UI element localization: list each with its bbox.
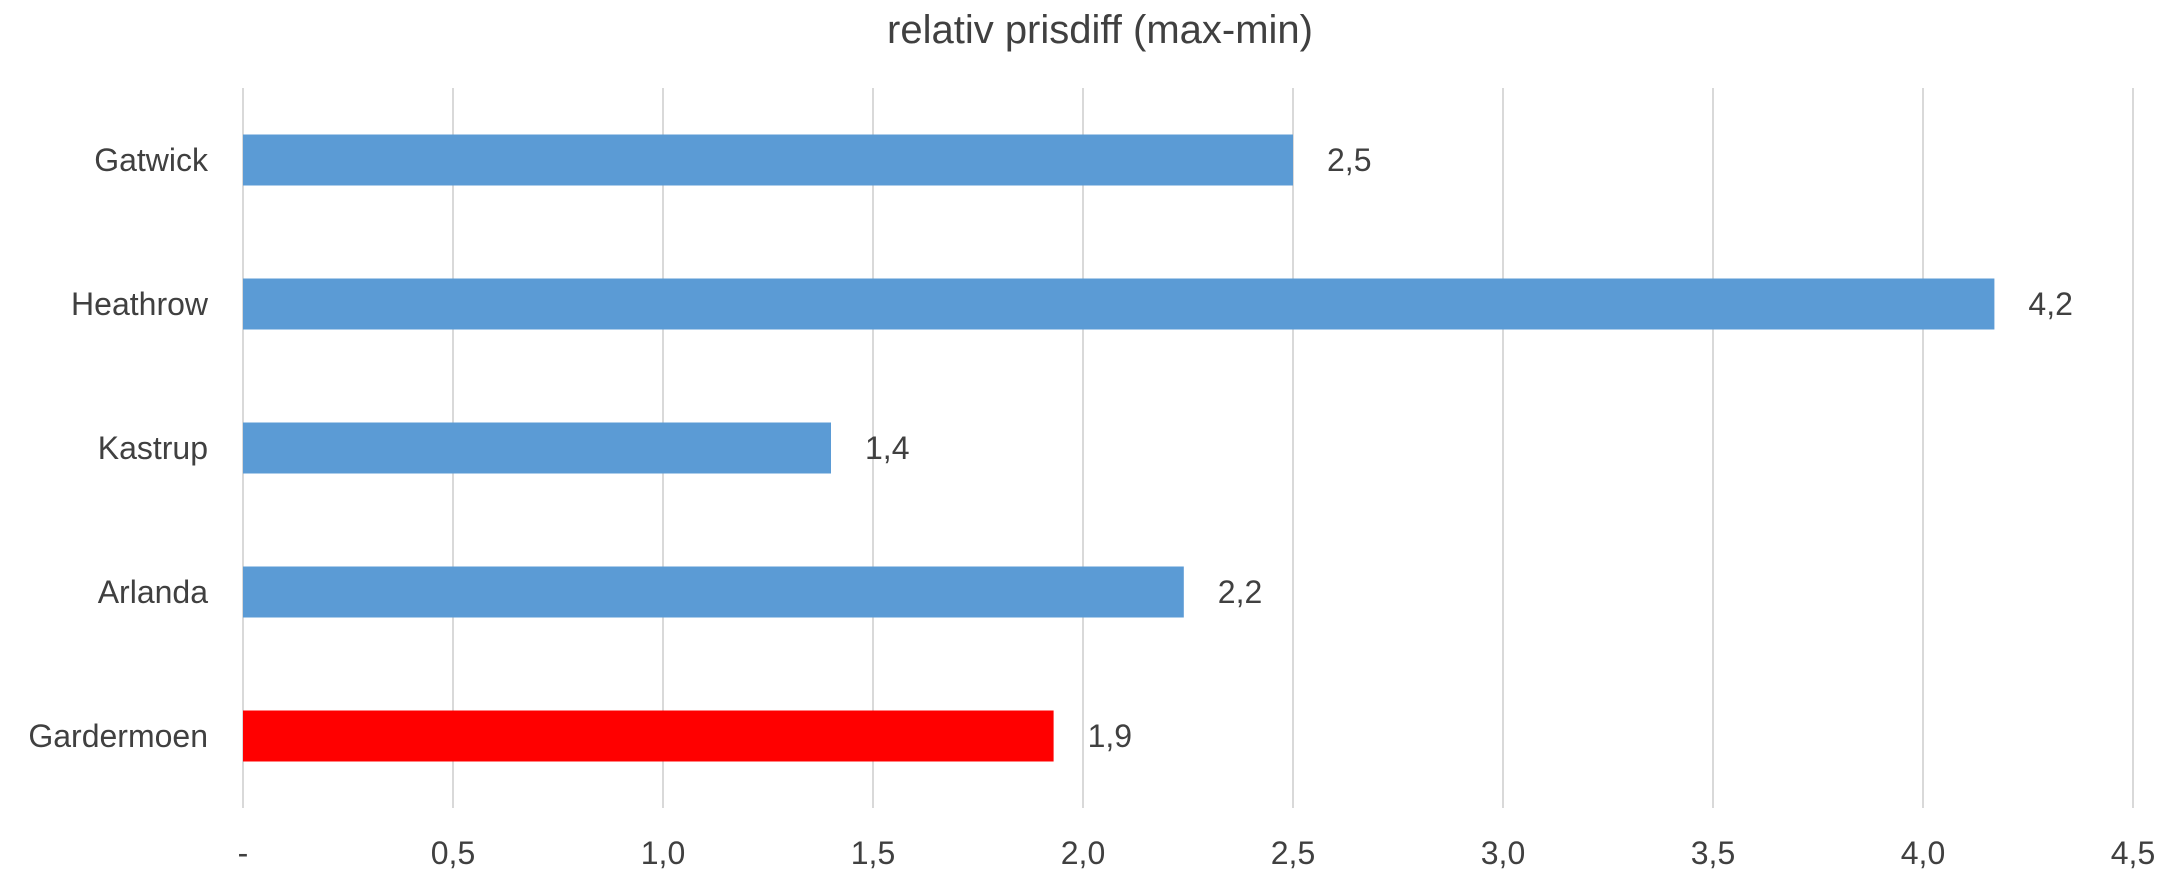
x-tick-label: - (238, 835, 249, 871)
chart-title: relativ prisdiff (max-min) (887, 8, 1313, 52)
x-tick-label: 3,5 (1691, 835, 1735, 871)
bar-arlanda (243, 566, 1184, 618)
data-label: 1,4 (865, 430, 909, 466)
category-labels: Gatwick Heathrow Kastrup Arlanda Gardermoen (28, 142, 209, 754)
data-label: 1,9 (1088, 718, 1132, 754)
x-tick-label: 2,5 (1271, 835, 1315, 871)
category-label: Arlanda (98, 574, 209, 610)
data-label: 2,5 (1327, 142, 1371, 178)
gridlines (242, 88, 2134, 808)
data-labels: 2,5 4,2 1,4 2,2 1,9 (865, 142, 2073, 754)
x-tick-label: 0,5 (431, 835, 475, 871)
data-label: 2,2 (1218, 574, 1262, 610)
x-axis-tick-labels: - 0,5 1,0 1,5 2,0 2,5 3,0 3,5 4,0 4,5 (238, 835, 2156, 871)
x-tick-label: 3,0 (1481, 835, 1525, 871)
bar-heathrow (243, 278, 1995, 330)
category-label: Kastrup (98, 430, 208, 466)
bar-kastrup (243, 422, 831, 474)
data-label: 4,2 (2028, 286, 2072, 322)
category-label: Heathrow (71, 286, 209, 322)
x-tick-label: 2,0 (1061, 835, 1105, 871)
x-tick-label: 4,0 (1901, 835, 1945, 871)
category-label: Gatwick (94, 142, 209, 178)
x-tick-label: 1,5 (851, 835, 895, 871)
category-label: Gardermoen (28, 718, 208, 754)
x-tick-label: 1,0 (641, 835, 685, 871)
bars (243, 134, 1995, 762)
bar-gatwick (243, 134, 1293, 186)
bar-gardermoen (243, 710, 1054, 762)
x-tick-label: 4,5 (2111, 835, 2155, 871)
